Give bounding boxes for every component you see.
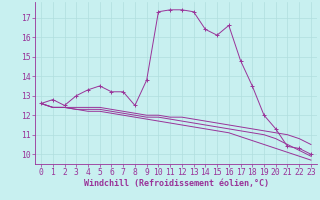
X-axis label: Windchill (Refroidissement éolien,°C): Windchill (Refroidissement éolien,°C) — [84, 179, 268, 188]
